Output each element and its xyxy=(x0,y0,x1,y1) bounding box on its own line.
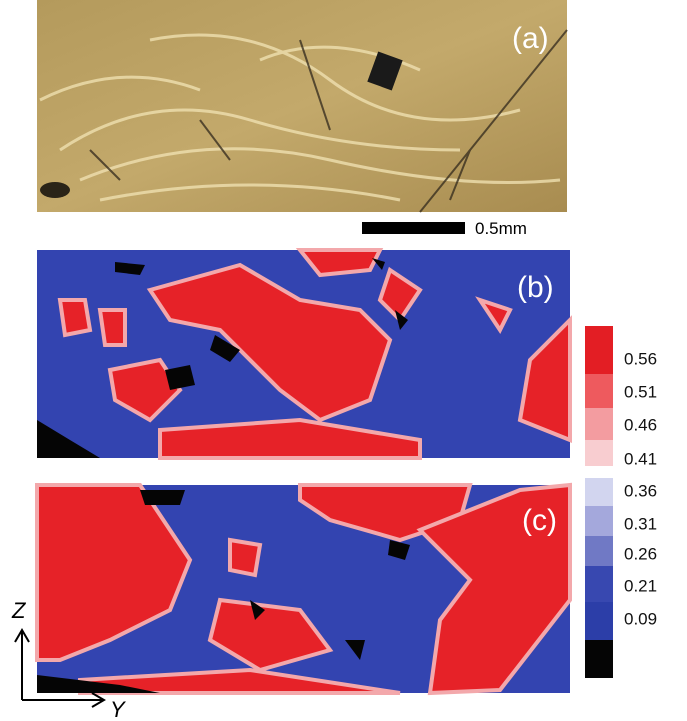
axis-label: Z xyxy=(11,598,27,623)
colorbar-label: 0.41 xyxy=(624,449,657,468)
panel-label: (c) xyxy=(522,504,557,537)
micrograph xyxy=(37,0,567,212)
panel-label: (b) xyxy=(517,271,554,304)
figure: (a) 0.5mm (b) (c) xyxy=(0,0,687,721)
scale-bar xyxy=(362,222,465,234)
panel-label: (a) xyxy=(512,22,549,55)
map-c xyxy=(37,485,570,693)
colorbar-label: 0.51 xyxy=(624,382,657,401)
colorbar-label: 0.21 xyxy=(624,576,657,595)
colorbar-label: 0.36 xyxy=(624,481,657,500)
colorbar-label: 0.09 xyxy=(624,609,657,628)
colorbar-label: 0.56 xyxy=(624,349,657,368)
colorbar-label: 0.46 xyxy=(624,415,657,434)
colorbar-label: 0.26 xyxy=(624,544,657,563)
map-b xyxy=(37,250,570,458)
scale-bar-label: 0.5mm xyxy=(475,219,527,238)
axis-label: Y xyxy=(110,697,126,721)
colorbar xyxy=(585,326,613,678)
colorbar-label: 0.31 xyxy=(624,514,657,533)
